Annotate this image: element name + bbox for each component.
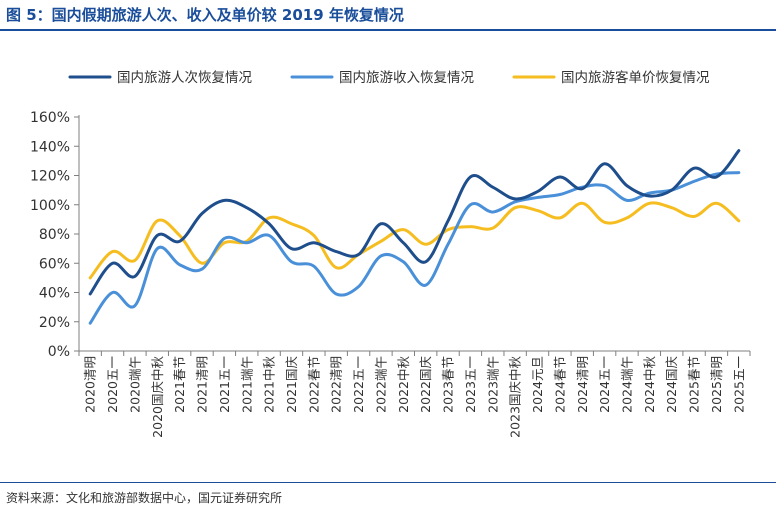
x-tick-label: 2021清明 — [195, 356, 210, 413]
series-line-1 — [88, 149, 741, 296]
series-line-3 — [88, 201, 741, 280]
y-tick-label: 140% — [30, 139, 70, 155]
series-lines — [88, 149, 741, 325]
title-divider — [0, 29, 776, 31]
x-tick-label: 2022清明 — [329, 356, 344, 413]
y-tick-label: 40% — [39, 286, 70, 302]
series-line-2 — [88, 171, 741, 325]
x-tick-label: 2021端午 — [239, 356, 254, 413]
x-tick-label: 2022春节 — [306, 356, 321, 413]
x-tick-label: 2024国庆 — [664, 356, 679, 413]
source-note: 资料来源：文化和旅游部数据中心，国元证券研究所 — [6, 491, 283, 505]
x-tick-label: 2025春节 — [687, 356, 702, 413]
y-tick-label: 0% — [48, 344, 70, 360]
legend-label-3: 国内旅游客单价恢复情况 — [561, 69, 710, 86]
x-tick-label: 2020清明 — [83, 356, 98, 413]
x-tick-label: 2022端午 — [373, 356, 388, 413]
x-tick-label: 2022五一 — [351, 356, 366, 413]
x-tick-label: 2022中秋 — [396, 356, 411, 413]
x-tick-label: 2023国庆中秋 — [508, 356, 523, 438]
x-tick-label: 2024清明 — [575, 356, 590, 413]
x-tick-label: 2025清明 — [709, 356, 724, 413]
x-tick-label: 2025五一 — [731, 356, 746, 413]
legend-label-2: 国内旅游收入恢复情况 — [339, 69, 474, 86]
figure-title: 图 5：国内假期旅游人次、收入及单价较 2019 年恢复情况 — [6, 6, 404, 24]
y-tick-label: 160% — [30, 110, 70, 126]
y-tick-label: 100% — [30, 198, 70, 214]
x-tick-label: 2024元旦 — [530, 356, 545, 413]
y-tick-label: 20% — [39, 315, 70, 331]
x-tick-label: 2021中秋 — [262, 356, 277, 413]
x-tick-label: 2022国庆 — [418, 356, 433, 413]
y-tick-label: 80% — [39, 227, 70, 243]
y-axis: 0% 20% 40% 60% 80% 100% 120% 140% 160% — [30, 110, 80, 360]
source-divider — [0, 482, 776, 483]
x-tick-label: 2020国庆中秋 — [150, 356, 165, 438]
y-tick-label: 60% — [39, 256, 70, 272]
line-chart: 国内旅游人次恢复情况 国内旅游收入恢复情况 国内旅游客单价恢复情况 0% 20% 40%… — [30, 69, 751, 438]
chart-legend: 国内旅游人次恢复情况 国内旅游收入恢复情况 国内旅游客单价恢复情况 — [68, 69, 710, 86]
y-tick-label: 120% — [30, 169, 70, 185]
x-tick-label: 2024中秋 — [642, 356, 657, 413]
x-tick-label: 2023五一 — [463, 356, 478, 413]
x-tick-label: 2024端午 — [619, 356, 634, 413]
x-tick-label: 2023春节 — [441, 356, 456, 413]
x-tick-label: 2021春节 — [172, 356, 187, 413]
legend-label-1: 国内旅游人次恢复情况 — [117, 69, 252, 86]
x-tick-label: 2024春节 — [552, 356, 567, 413]
x-tick-label: 2023端午 — [485, 356, 500, 413]
x-tick-label: 2020五一 — [105, 356, 120, 413]
x-axis: 2020清明 2020五一 2020端午 2020国庆中秋 2021春节 2021清明 20… — [78, 350, 751, 438]
x-tick-label: 2021五一 — [217, 356, 232, 413]
x-tick-label: 2021国庆 — [284, 356, 299, 413]
x-tick-label: 2020端午 — [127, 356, 142, 413]
x-tick-label: 2024五一 — [597, 356, 612, 413]
